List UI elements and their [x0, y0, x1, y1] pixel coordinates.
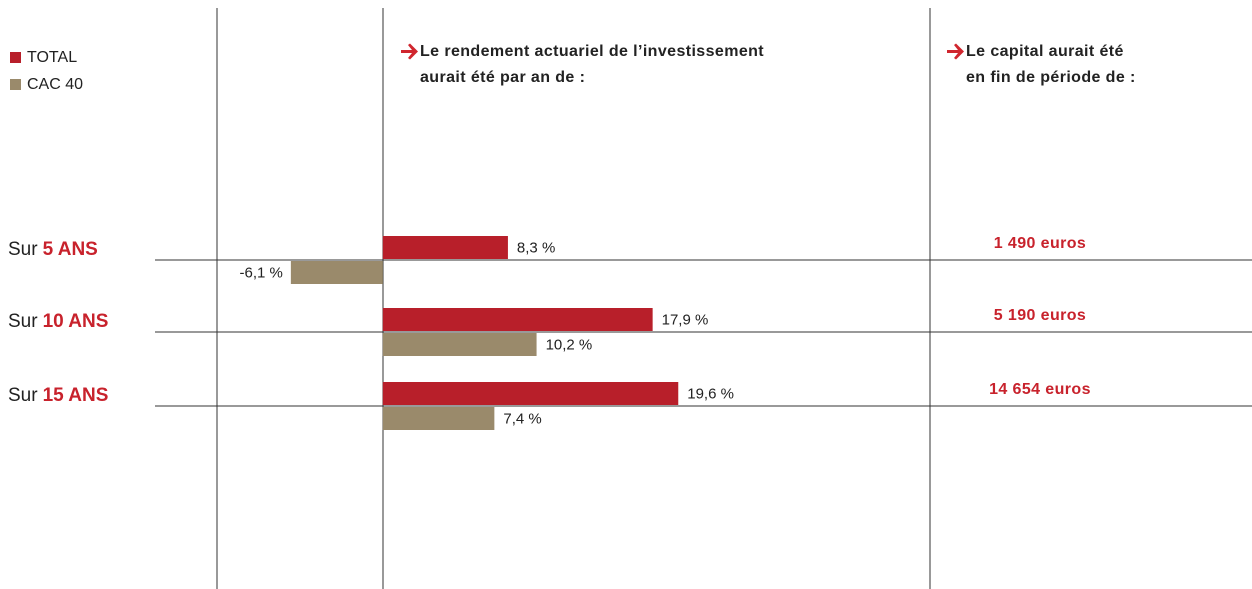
- arrow-icon: [947, 43, 964, 60]
- category-prefix: Sur: [8, 311, 38, 332]
- column-header: Le rendement actuariel de l’investisseme…: [420, 43, 764, 60]
- legend-label: CAC 40: [27, 76, 83, 93]
- category-prefix: Sur: [8, 239, 38, 260]
- legend-label: TOTAL: [27, 49, 77, 66]
- arrow-icon: [401, 43, 418, 60]
- category-emphasis: 15 ANS: [43, 385, 109, 406]
- column-header: aurait été par an de :: [420, 69, 585, 86]
- value-label: 19,6 %: [687, 385, 734, 402]
- category-label: Sur 5 ANS: [8, 239, 98, 260]
- value-label: -6,1 %: [240, 264, 283, 281]
- bar: [382, 382, 679, 405]
- bar: [382, 236, 508, 259]
- bar: [290, 261, 383, 284]
- category-emphasis: 10 ANS: [43, 311, 109, 332]
- value-label: 17,9 %: [662, 311, 709, 328]
- column-header: Le capital aurait été: [966, 43, 1124, 60]
- category-label: Sur 15 ANS: [8, 385, 108, 406]
- category-emphasis: 5 ANS: [43, 239, 98, 260]
- bar: [382, 333, 537, 356]
- legend-swatch: [10, 79, 21, 90]
- column-header: en fin de période de :: [966, 69, 1136, 86]
- legend-swatch: [10, 52, 21, 63]
- capital-label: 14 654 euros: [989, 381, 1091, 398]
- capital-label: 1 490 euros: [994, 235, 1086, 252]
- value-label: 10,2 %: [546, 336, 593, 353]
- category-label: Sur 10 ANS: [8, 311, 108, 332]
- capital-label: 5 190 euros: [994, 307, 1086, 324]
- value-label: 8,3 %: [517, 239, 555, 256]
- bar: [382, 308, 653, 331]
- value-label: 7,4 %: [503, 410, 541, 427]
- bar: [382, 407, 495, 430]
- category-prefix: Sur: [8, 385, 38, 406]
